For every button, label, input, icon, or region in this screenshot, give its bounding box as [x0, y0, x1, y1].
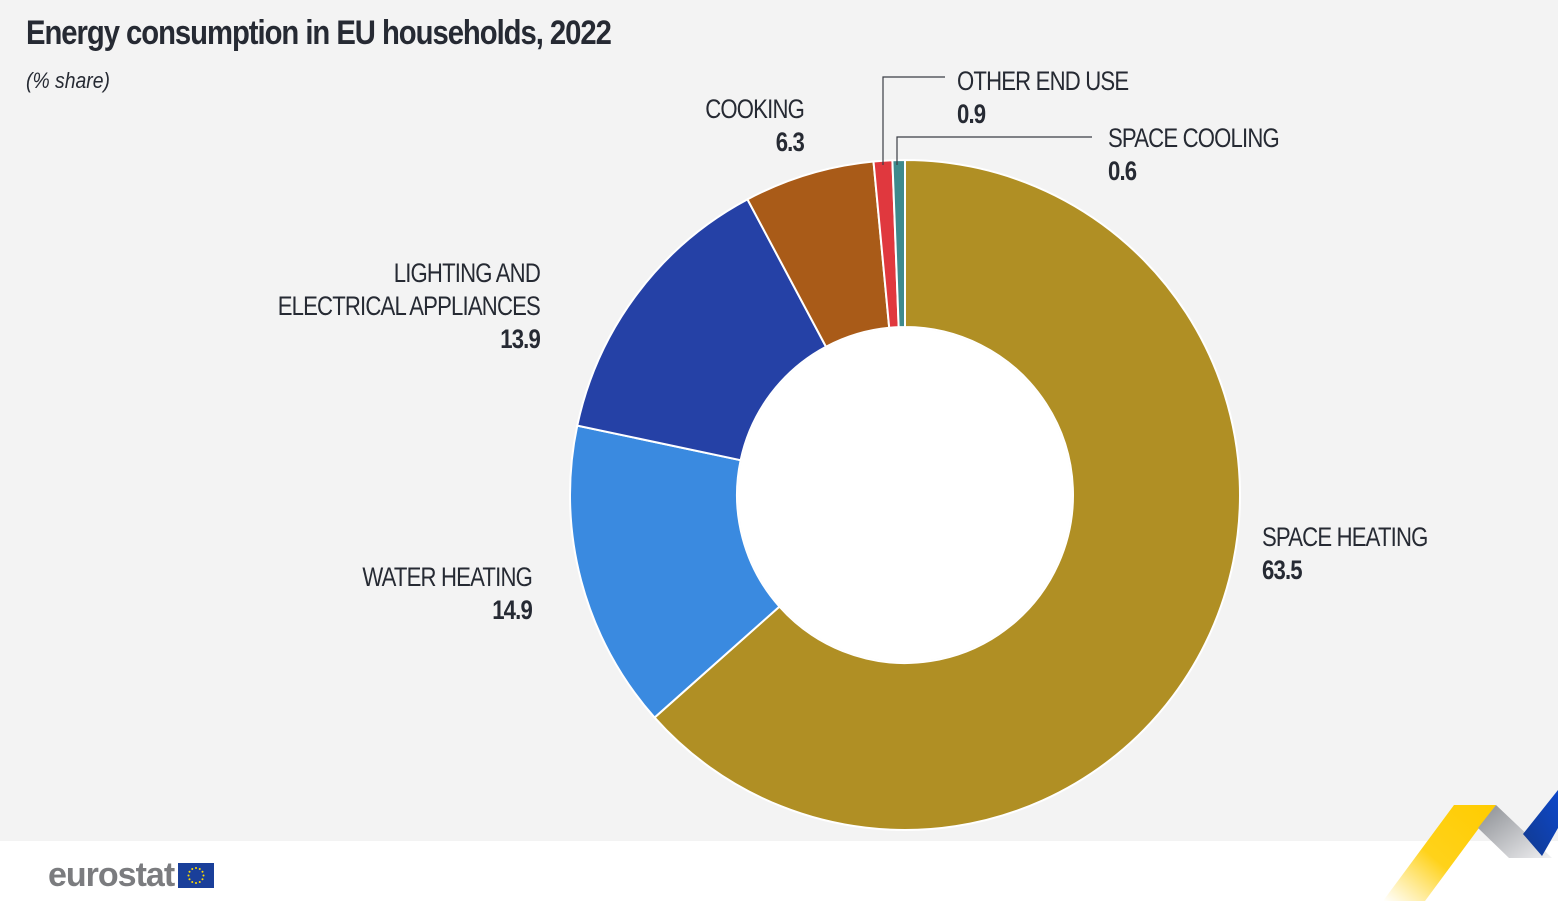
eu-star [198, 880, 201, 883]
slice-label-name: LIGHTING AND [394, 259, 540, 289]
eu-star [201, 878, 204, 881]
slice-label-other-end-use: OTHER END USE 0.9 [957, 67, 1129, 130]
slice-label-value: 13.9 [500, 325, 540, 355]
slice-label-water-heating: WATER HEATING 14.9 [362, 563, 532, 626]
slice-label-name: OTHER END USE [957, 67, 1129, 97]
leader-line [882, 76, 945, 165]
slice-label-space-cooling: SPACE COOLING 0.6 [1108, 124, 1279, 187]
slice-label-value: 63.5 [1262, 556, 1303, 586]
donut-hole [738, 328, 1072, 662]
donut-chart: SPACE HEATING 63.5 WATER HEATING 14.9 LIGHTI… [278, 67, 1429, 831]
eu-star [198, 868, 201, 871]
eu-star [195, 882, 198, 884]
eurostat-logo: eurostat [48, 856, 215, 895]
slice-label-value: 0.9 [957, 100, 985, 130]
slice-label-value: 0.6 [1108, 157, 1136, 187]
eu-flag-icon [178, 863, 215, 888]
slice-label-name: COOKING [705, 95, 804, 125]
donut-slice-lighting-and-electrical-appliances [576, 198, 828, 462]
leader-line [896, 136, 1092, 165]
slice-label-space-heating: SPACE HEATING 63.5 [1262, 523, 1428, 586]
logo-text: eurostat [48, 856, 175, 894]
eu-star [201, 870, 204, 873]
slice-labels: SPACE HEATING 63.5 WATER HEATING 14.9 LIGHTI… [278, 67, 1429, 626]
slice-label-name: SPACE COOLING [1108, 124, 1279, 154]
slice-label-name: SPACE HEATING [1262, 523, 1428, 553]
donut-slice-water-heating [569, 424, 781, 719]
eu-star [188, 870, 191, 873]
eu-star [202, 874, 205, 877]
slice-label-name: ELECTRICAL APPLIANCES [278, 292, 541, 322]
leader-lines [882, 76, 1092, 165]
chart-subtitle: (% share) [26, 68, 110, 93]
slice-label-cooking: COOKING 6.3 [705, 95, 804, 158]
slice-label-lighting-and-electrical-appliances: LIGHTING AND ELECTRICAL APPLIANCES 13.9 [278, 259, 541, 355]
eu-star [191, 880, 194, 883]
donut-slice-space-heating [653, 158, 1241, 831]
slice-label-value: 6.3 [776, 128, 804, 158]
eu-star [195, 867, 198, 869]
slice-label-value: 14.9 [492, 596, 532, 626]
chart-title: Energy consumption in EU households, 202… [26, 14, 612, 52]
donut-slices [569, 158, 1241, 831]
eu-star [187, 874, 190, 877]
eu-star [188, 878, 191, 881]
eu-star [191, 868, 194, 871]
ribbon-decoration-icon [1383, 790, 1558, 901]
slice-label-name: WATER HEATING [362, 563, 532, 593]
